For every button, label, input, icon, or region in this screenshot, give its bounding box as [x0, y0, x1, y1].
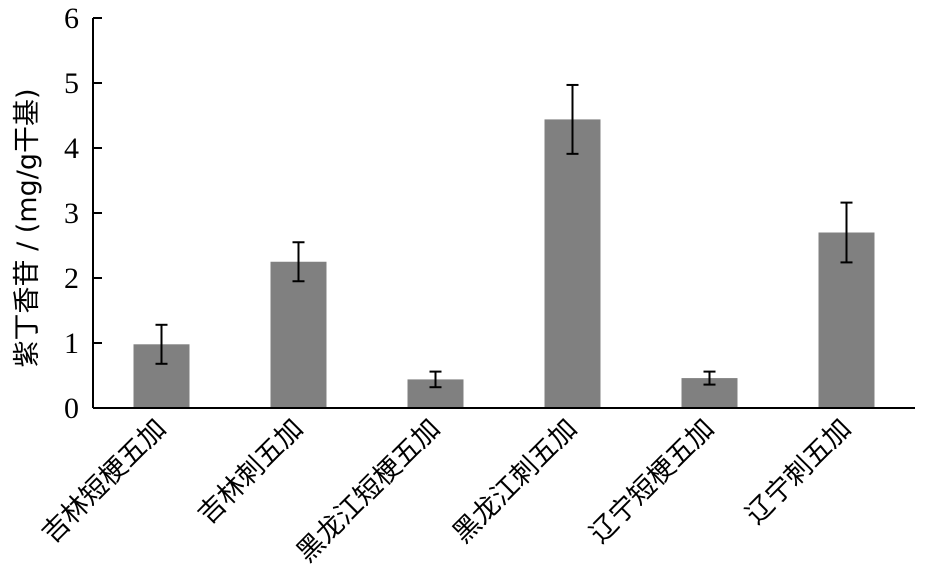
y-tick-label: 6	[64, 2, 79, 35]
bar	[544, 119, 601, 409]
y-tick-label: 4	[64, 132, 79, 165]
y-tick-label: 3	[64, 197, 79, 230]
y-tick-label: 0	[64, 392, 79, 425]
x-category-label: 黑龙江短梗五加	[291, 413, 447, 569]
y-tick-label: 2	[64, 262, 79, 295]
y-tick-label: 5	[64, 67, 79, 100]
x-category-label: 辽宁短梗五加	[584, 413, 720, 549]
bars	[133, 119, 875, 409]
x-category-label: 黑龙江刺五加	[447, 413, 583, 549]
axes	[92, 18, 915, 409]
bar	[270, 261, 327, 408]
y-axis-title: 紫丁香苷 / (mg/g干基)	[12, 88, 43, 367]
error-bars	[155, 83, 853, 389]
y-tick-label: 1	[64, 327, 79, 360]
y-axis-ticks: 0 1 2 3 4 5 6	[64, 2, 102, 425]
x-category-label: 吉林刺五加	[192, 413, 309, 530]
x-category-label: 辽宁刺五加	[740, 413, 857, 530]
x-category-label: 吉林短梗五加	[36, 413, 172, 549]
